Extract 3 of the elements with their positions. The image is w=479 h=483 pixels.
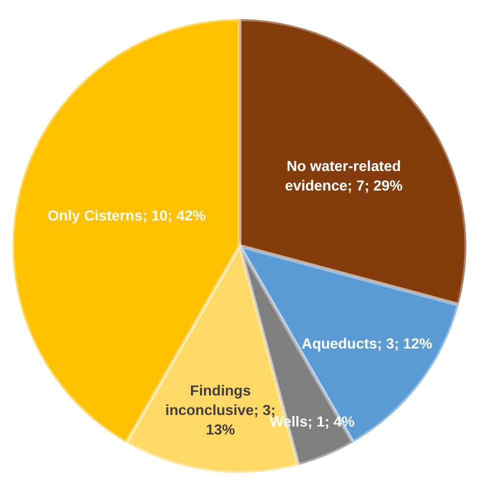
slice-label: No water-related evidence; 7; 29% <box>284 158 403 194</box>
slice-label: Aqueducts; 3; 12% <box>302 336 432 353</box>
slice-label: Only Cisterns; 10; 42% <box>48 208 206 225</box>
